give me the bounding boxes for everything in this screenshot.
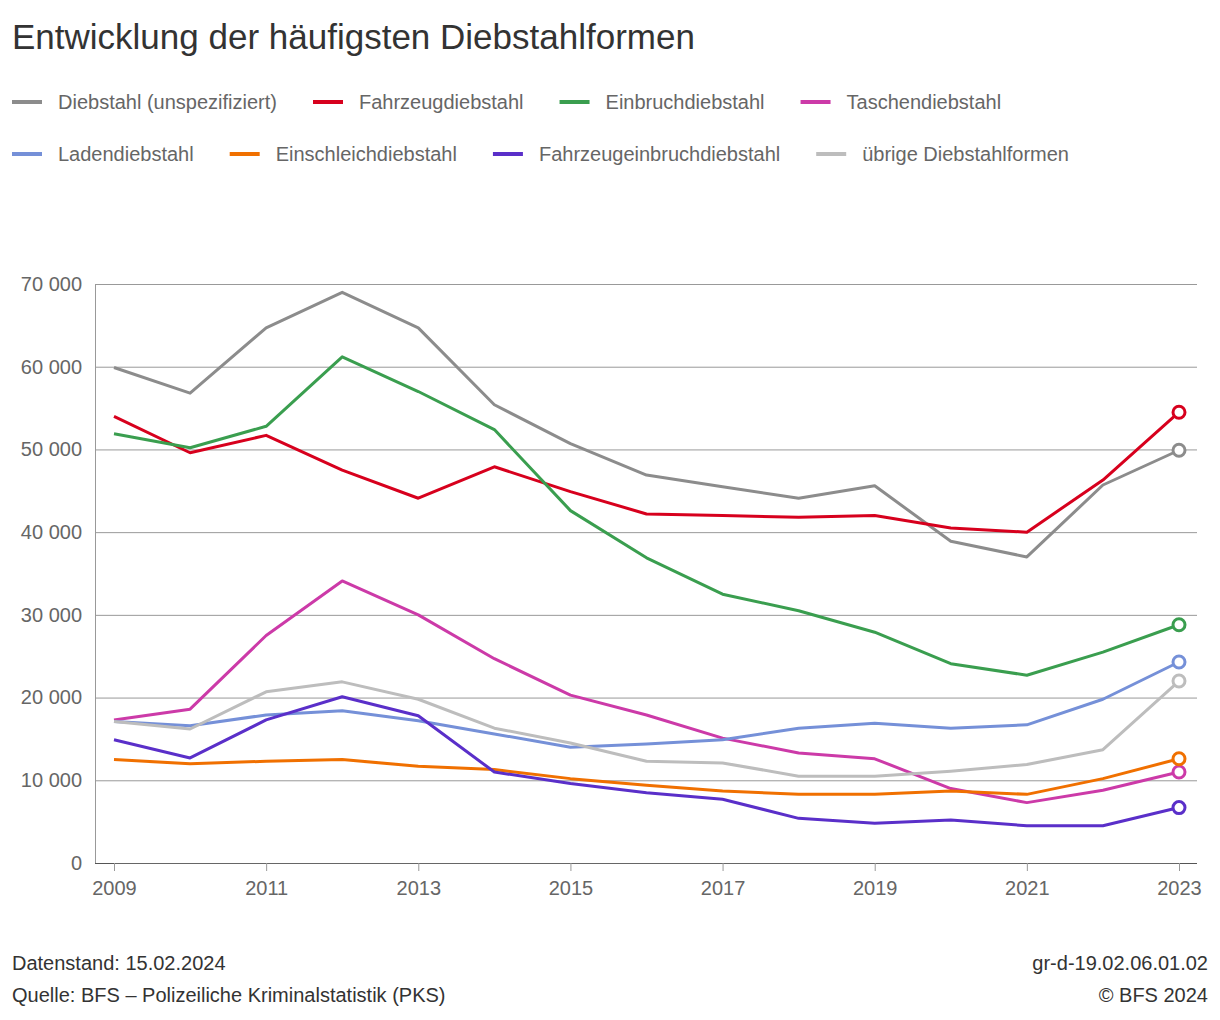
legend-swatch bbox=[12, 100, 42, 104]
legend-swatch bbox=[12, 152, 42, 156]
legend-item: Fahrzeugeinbruchdiebstahl bbox=[493, 143, 780, 165]
legend-label: Einschleichdiebstahl bbox=[276, 143, 457, 165]
legend-label: Fahrzeugdiebstahl bbox=[359, 91, 524, 113]
grid-line bbox=[95, 367, 1197, 368]
y-tick-label: 0 bbox=[71, 852, 82, 874]
legend-swatch bbox=[313, 100, 343, 104]
legend-swatch bbox=[560, 100, 590, 104]
legend-item: Ladendiebstahl bbox=[12, 143, 194, 165]
y-tick: 50 000 bbox=[21, 438, 1197, 460]
y-tick: 0 bbox=[71, 852, 1197, 874]
series-line bbox=[114, 292, 1179, 557]
legend-swatch bbox=[230, 152, 260, 156]
x-tick-mark bbox=[723, 863, 724, 871]
series-line bbox=[114, 662, 1179, 747]
y-tick-label: 60 000 bbox=[21, 356, 82, 378]
end-marker bbox=[1173, 766, 1185, 778]
y-axis-line bbox=[95, 285, 96, 864]
end-marker bbox=[1173, 656, 1185, 668]
x-tick-label: 2009 bbox=[92, 877, 137, 899]
x-tick-mark bbox=[266, 863, 267, 871]
end-marker bbox=[1173, 444, 1185, 456]
end-marker bbox=[1173, 406, 1185, 418]
y-tick: 30 000 bbox=[21, 604, 1197, 626]
x-tick-label: 2011 bbox=[245, 877, 288, 899]
y-tick-label: 70 000 bbox=[21, 273, 82, 295]
legend-swatch bbox=[493, 152, 523, 156]
grid-line bbox=[95, 698, 1197, 699]
grid-line bbox=[95, 615, 1197, 616]
y-tick: 70 000 bbox=[21, 273, 1197, 295]
grid-line bbox=[95, 863, 1197, 864]
legend-label: Taschendiebstahl bbox=[847, 91, 1002, 113]
x-tick: 2019 bbox=[853, 863, 898, 899]
legend-item: Diebstahl (unspezifiziert) bbox=[12, 91, 277, 113]
end-marker bbox=[1173, 675, 1185, 687]
footer-left: Quelle: BFS – Polizeiliche Kriminalstati… bbox=[12, 984, 445, 1006]
y-tick-label: 20 000 bbox=[21, 686, 82, 708]
legend: Diebstahl (unspezifiziert) Fahrzeugdiebst… bbox=[12, 91, 1069, 165]
x-tick: 2017 bbox=[701, 863, 746, 899]
footer-right: gr-d-19.02.06.01.02 bbox=[1032, 952, 1208, 974]
x-tick-label: 2017 bbox=[701, 877, 746, 899]
x-tick: 2015 bbox=[549, 863, 594, 899]
chart-svg: Entwicklung der häufigsten Diebstahlform… bbox=[0, 0, 1220, 1020]
legend-label: Einbruchdiebstahl bbox=[606, 91, 765, 113]
x-tick-label: 2019 bbox=[853, 877, 898, 899]
end-marker bbox=[1173, 619, 1185, 631]
legend-label: übrige Diebstahlformen bbox=[862, 143, 1069, 165]
x-tick-mark bbox=[570, 863, 571, 871]
x-tick-mark bbox=[1027, 863, 1028, 871]
x-tick-label: 2021 bbox=[1005, 877, 1050, 899]
legend-label: Fahrzeugeinbruchdiebstahl bbox=[539, 143, 780, 165]
legend-item: Einbruchdiebstahl bbox=[560, 91, 765, 113]
x-tick: 2013 bbox=[397, 863, 442, 899]
x-tick: 2009 bbox=[92, 863, 137, 899]
y-tick-label: 30 000 bbox=[21, 604, 82, 626]
end-marker bbox=[1173, 753, 1185, 765]
x-tick-mark bbox=[114, 863, 115, 871]
x-tick-mark bbox=[875, 863, 876, 871]
y-tick-label: 50 000 bbox=[21, 438, 82, 460]
y-tick: 60 000 bbox=[21, 356, 1197, 378]
chart-root: Entwicklung der häufigsten Diebstahlform… bbox=[0, 0, 1220, 1020]
legend-item: Taschendiebstahl bbox=[801, 91, 1002, 113]
x-axis: 2009 2011 2013 2015 2017 2019 2021 2023 bbox=[92, 863, 1202, 899]
series-line bbox=[114, 357, 1179, 675]
legend-item: Einschleichdiebstahl bbox=[230, 143, 457, 165]
end-marker bbox=[1173, 802, 1185, 814]
x-tick-label: 2023 bbox=[1157, 877, 1202, 899]
y-axis: 0 10 000 20 000 30 000 40 000 50 000 60 000 70 … bbox=[21, 273, 1197, 874]
legend-swatch bbox=[801, 100, 831, 104]
legend-swatch bbox=[816, 152, 846, 156]
x-tick-label: 2015 bbox=[549, 877, 594, 899]
y-tick-label: 10 000 bbox=[21, 769, 82, 791]
legend-item: Fahrzeugdiebstahl bbox=[313, 91, 524, 113]
series-line bbox=[114, 581, 1179, 803]
x-tick: 2023 bbox=[1157, 863, 1202, 899]
legend-label: Ladendiebstahl bbox=[58, 143, 194, 165]
plot-area bbox=[114, 292, 1185, 826]
x-tick-label: 2013 bbox=[397, 877, 442, 899]
x-tick: 2021 bbox=[1005, 863, 1050, 899]
series-line bbox=[114, 412, 1179, 532]
grid-line bbox=[95, 449, 1197, 450]
footer-right: © BFS 2024 bbox=[1099, 984, 1208, 1006]
legend-item: übrige Diebstahlformen bbox=[816, 143, 1069, 165]
chart-title: Entwicklung der häufigsten Diebstahlform… bbox=[12, 17, 695, 56]
x-axis-line bbox=[115, 863, 1180, 864]
legend-label: Diebstahl (unspezifiziert) bbox=[58, 91, 277, 113]
x-tick-mark bbox=[1179, 863, 1180, 871]
x-tick-mark bbox=[418, 863, 419, 871]
grid-line bbox=[95, 532, 1197, 533]
series-line bbox=[114, 681, 1179, 776]
x-tick: 2011 bbox=[245, 863, 288, 899]
y-tick-label: 40 000 bbox=[21, 521, 82, 543]
footer-left: Datenstand: 15.02.2024 bbox=[12, 952, 226, 974]
grid-line bbox=[95, 284, 1197, 285]
grid-line bbox=[95, 780, 1197, 781]
